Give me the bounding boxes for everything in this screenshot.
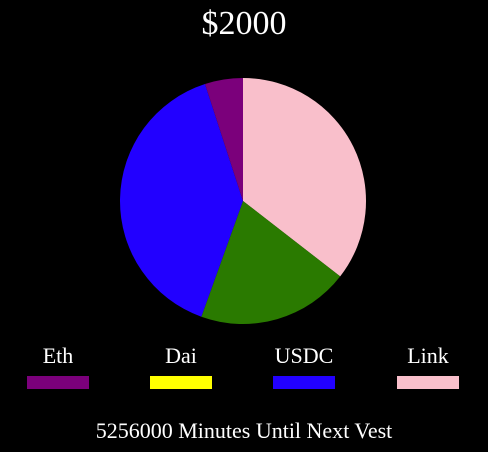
legend-label-link: Link (397, 342, 459, 370)
legend-swatch-dai (150, 376, 212, 389)
chart-legend: Eth Dai USDC Link (0, 342, 488, 402)
legend-item-dai: Dai (150, 342, 212, 389)
legend-label-eth: Eth (27, 342, 89, 370)
legend-item-usdc: USDC (273, 342, 335, 389)
legend-swatch-usdc (273, 376, 335, 389)
legend-label-dai: Dai (150, 342, 212, 370)
legend-swatch-link (397, 376, 459, 389)
legend-item-link: Link (397, 342, 459, 389)
legend-label-usdc: USDC (273, 342, 335, 370)
vest-countdown-text: 5256000 Minutes Until Next Vest (0, 416, 488, 446)
legend-item-eth: Eth (27, 342, 89, 389)
legend-swatch-eth (27, 376, 89, 389)
